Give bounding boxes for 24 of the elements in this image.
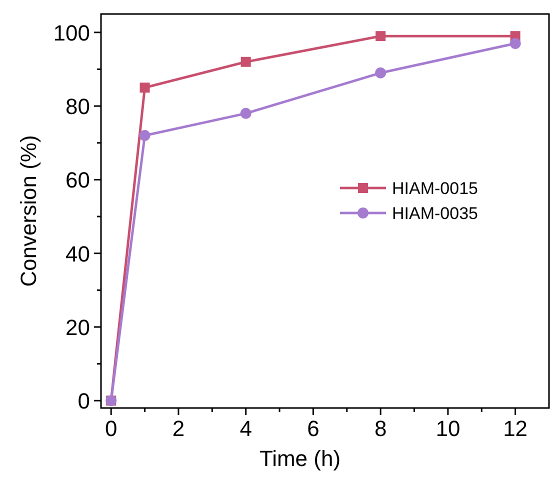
point xyxy=(240,108,252,119)
x-tick-label: 6 xyxy=(307,416,320,441)
point xyxy=(375,67,386,78)
y-tick-label: 60 xyxy=(66,168,90,193)
point xyxy=(240,56,251,67)
y-axis-title: Conversion (%) xyxy=(16,135,41,287)
x-tick-label: 8 xyxy=(374,416,387,441)
y-tick-label: 100 xyxy=(53,20,90,46)
point xyxy=(140,82,150,93)
x-tick-label: 2 xyxy=(172,416,185,441)
x-axis-title: Time (h) xyxy=(259,446,341,471)
y-tick-label: 80 xyxy=(66,94,90,120)
x-tick-label: 4 xyxy=(240,416,252,441)
point xyxy=(376,31,386,42)
x-tick-label: 0 xyxy=(104,416,118,441)
point xyxy=(139,130,150,142)
point xyxy=(510,38,521,49)
y-tick-label: 0 xyxy=(78,388,90,414)
x-tick-label: 12 xyxy=(503,416,528,441)
legend-label: HIAM-0015 xyxy=(392,179,478,198)
y-tick-label: 20 xyxy=(66,314,90,340)
legend-label: HIAM-0035 xyxy=(392,204,478,223)
x-tick-label: 10 xyxy=(436,416,460,441)
y-tick-label: 40 xyxy=(66,241,90,266)
